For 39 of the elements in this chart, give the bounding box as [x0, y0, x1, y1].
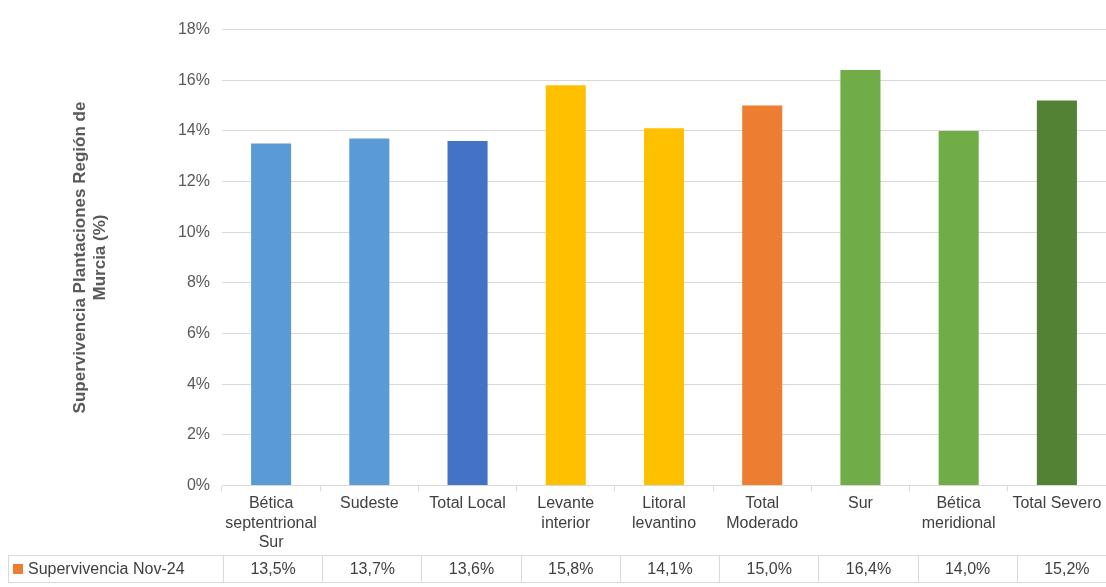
bar — [1036, 100, 1077, 485]
y-tick-label: 14% — [177, 121, 210, 139]
legend-label: Supervivencia Nov-24 — [28, 560, 185, 577]
y-tick-label: 0% — [186, 475, 210, 493]
y-tick-label: 10% — [177, 222, 210, 240]
data-label: 13,6% — [421, 555, 522, 583]
y-tick-label: 16% — [177, 70, 210, 88]
y-tick-label: 18% — [177, 20, 210, 38]
data-label: 14,1% — [620, 555, 720, 583]
y-axis-title: Supervivencia Plantaciones Región de Murcia (%) — [69, 101, 110, 414]
y-tick-label: 2% — [186, 425, 210, 443]
bar — [938, 130, 979, 485]
x-tick-label: Litoral levantino — [631, 494, 697, 531]
y-tick-label: 4% — [186, 374, 210, 392]
data-label: 15,2% — [1017, 555, 1106, 583]
x-tick-label: Sudeste — [339, 494, 399, 512]
x-tick-label: Bética septentrional Sur — [225, 494, 317, 550]
x-tick-label: Total Severo — [1012, 494, 1102, 512]
data-label: 14,0% — [918, 555, 1018, 583]
x-tick-label: Levante interior — [537, 494, 595, 531]
y-tick-label: 6% — [186, 323, 210, 341]
data-label: 13,5% — [223, 555, 323, 583]
y-tick-label: 8% — [186, 273, 210, 291]
x-tick-label: Total Moderado — [726, 494, 799, 531]
bar — [643, 128, 685, 485]
bar — [349, 138, 390, 485]
bar — [447, 141, 488, 485]
x-tick-label: Total Local — [429, 494, 506, 512]
bar — [251, 143, 292, 485]
x-tick-label: Bética meridional — [921, 494, 996, 531]
bar — [545, 85, 586, 485]
bar — [840, 70, 881, 485]
y-tick-label: 12% — [177, 171, 210, 189]
data-label: 15,0% — [719, 555, 819, 583]
x-tick-label: Sur — [847, 494, 874, 512]
data-label: 13,7% — [322, 555, 422, 583]
data-label: 15,8% — [521, 555, 621, 583]
data-label: 16,4% — [818, 555, 919, 583]
bar — [742, 105, 783, 485]
